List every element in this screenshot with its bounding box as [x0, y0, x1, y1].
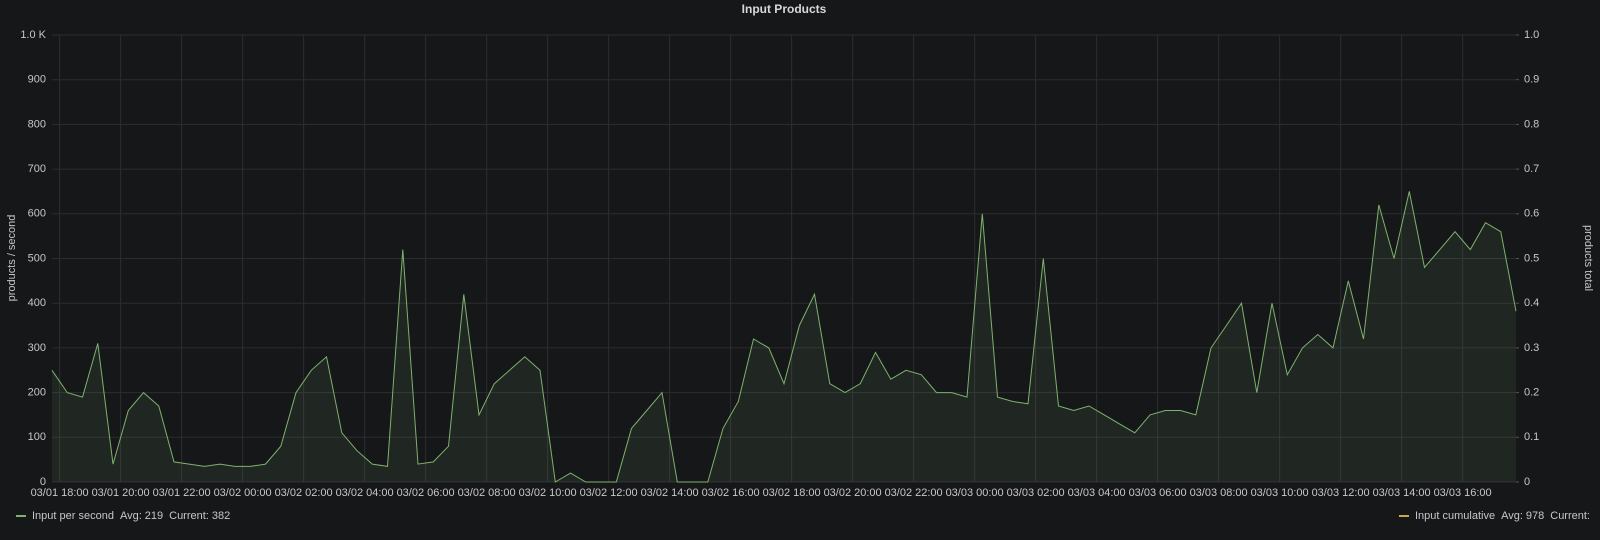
x-tick-label: 03/02 20:00	[824, 487, 882, 499]
y2-tick-label: 0	[1524, 476, 1530, 488]
legend-stat-label: Avg:	[1501, 510, 1523, 522]
y2-tick-label: 0.2	[1524, 387, 1539, 399]
y-tick-label: 0	[40, 476, 46, 488]
x-tick-label: 03/03 16:00	[1434, 487, 1492, 499]
x-tick-label: 03/02 06:00	[397, 487, 455, 499]
y2-tick-label: 1.0	[1524, 29, 1539, 41]
y2-axis-label: products total	[1582, 225, 1594, 291]
series-area	[52, 191, 1516, 482]
legend-name: Input cumulative	[1415, 510, 1495, 522]
y-tick-label: 100	[28, 431, 46, 443]
y2-tick-label: 0.9	[1524, 74, 1539, 86]
y-tick-label: 600	[28, 208, 46, 220]
x-tick-label: 03/02 04:00	[336, 487, 394, 499]
x-tick-label: 03/03 14:00	[1373, 487, 1431, 499]
chart-title: Input Products	[742, 2, 827, 16]
x-tick-label: 03/02 16:00	[702, 487, 760, 499]
x-tick-label: 03/02 08:00	[458, 487, 516, 499]
x-tick-label: 03/01 20:00	[92, 487, 150, 499]
legend-stat-label: Current:	[169, 510, 209, 522]
x-tick-label: 03/02 14:00	[641, 487, 699, 499]
y-tick-label: 1.0 K	[20, 29, 46, 41]
x-tick-label: 03/03 02:00	[1007, 487, 1065, 499]
y-tick-label: 800	[28, 118, 46, 130]
legend-entry: Input per second Avg: 219 Current: 382	[16, 510, 230, 522]
x-tick-label: 03/03 08:00	[1190, 487, 1248, 499]
x-tick-label: 03/02 22:00	[885, 487, 943, 499]
y2-tick-label: 0.4	[1524, 297, 1539, 309]
legend-stat-label: Current:	[1550, 510, 1590, 522]
x-tick-label: 03/02 02:00	[275, 487, 333, 499]
legend-text: Input cumulative Avg: 978 Current:	[1415, 510, 1590, 522]
y-tick-label: 700	[28, 163, 46, 175]
y-tick-label: 200	[28, 387, 46, 399]
x-tick-label: 03/03 06:00	[1129, 487, 1187, 499]
y2-tick-label: 0.8	[1524, 118, 1539, 130]
x-tick-label: 03/03 04:00	[1068, 487, 1126, 499]
y-tick-label: 300	[28, 342, 46, 354]
y2-tick-label: 0.5	[1524, 252, 1539, 264]
x-tick-label: 03/01 22:00	[153, 487, 211, 499]
y-axis-label: products / second	[6, 215, 18, 302]
legend-text: Input per second Avg: 219 Current: 382	[32, 510, 230, 522]
legend-stat-value: 382	[212, 510, 230, 522]
x-tick-label: 03/01 18:00	[31, 487, 89, 499]
x-tick-label: 03/03 10:00	[1251, 487, 1309, 499]
x-tick-label: 03/02 18:00	[763, 487, 821, 499]
y-tick-label: 500	[28, 252, 46, 264]
legend-stat-value: 219	[145, 510, 163, 522]
x-tick-label: 03/03 12:00	[1312, 487, 1370, 499]
y2-tick-label: 0.7	[1524, 163, 1539, 175]
legend-entry: Input cumulative Avg: 978 Current:	[1398, 510, 1590, 522]
x-tick-label: 03/02 00:00	[214, 487, 272, 499]
legend-stat-value: 978	[1526, 510, 1544, 522]
y2-tick-label: 0.3	[1524, 342, 1539, 354]
y2-tick-label: 0.6	[1524, 208, 1539, 220]
y-tick-label: 400	[28, 297, 46, 309]
y2-tick-label: 0.1	[1524, 431, 1539, 443]
x-tick-label: 03/02 10:00	[519, 487, 577, 499]
legend-stat-label: Avg:	[120, 510, 142, 522]
legend-name: Input per second	[32, 510, 114, 522]
x-tick-label: 03/02 12:00	[580, 487, 638, 499]
series-line	[51, 191, 1517, 483]
y-tick-label: 900	[28, 74, 46, 86]
x-tick-label: 03/03 00:00	[946, 487, 1004, 499]
